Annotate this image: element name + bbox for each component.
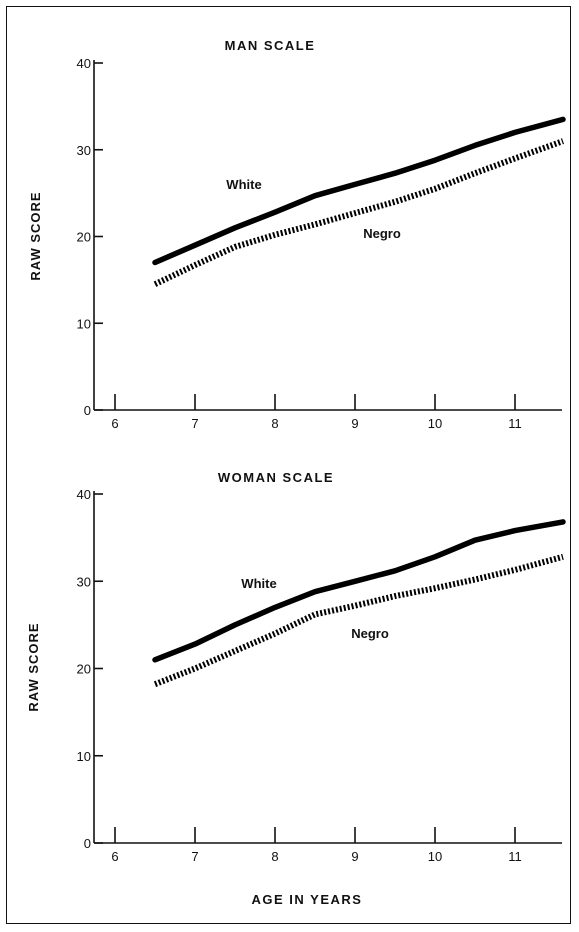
x-tick-label: 7 [191, 416, 198, 431]
y-axis-label: RAW SCORE [28, 191, 43, 280]
series-line-negro [153, 138, 565, 287]
series-label-negro: Negro [363, 226, 401, 241]
x-tick-label: 11 [508, 416, 522, 431]
x-tick-label: 10 [428, 849, 442, 864]
y-tick-label: 0 [84, 403, 91, 418]
series-line-white [152, 519, 566, 663]
chart-title: WOMAN SCALE [218, 470, 334, 485]
chart-title: MAN SCALE [225, 38, 316, 53]
y-tick-label: 10 [77, 316, 91, 331]
shared-x-axis-label: AGE IN YEARS [252, 892, 363, 907]
axis-ticks: 0 10 20 30 40 6 7 8 9 10 11 [77, 487, 522, 864]
y-axis-label: RAW SCORE [26, 622, 41, 711]
chart-man-scale: MAN SCALE RAW SCORE 0 10 20 30 40 6 7 8 9 10 11 Wh… [28, 38, 566, 431]
axis-ticks: 0 10 20 30 40 6 7 8 9 10 11 [77, 56, 522, 431]
x-tick-label: 9 [351, 849, 358, 864]
y-tick-label: 30 [77, 574, 91, 589]
x-tick-label: 6 [111, 849, 118, 864]
y-tick-label: 40 [77, 56, 91, 71]
x-tick-label: 9 [351, 416, 358, 431]
y-tick-label: 0 [84, 836, 91, 851]
series-label-white: White [226, 177, 261, 192]
figure-frame [6, 6, 571, 924]
series-lines [152, 519, 566, 687]
y-tick-label: 10 [77, 749, 91, 764]
x-tick-label: 6 [111, 416, 118, 431]
series-label-negro: Negro [351, 626, 389, 641]
series-line-white [152, 116, 566, 266]
y-tick-label: 40 [77, 487, 91, 502]
x-tick-label: 7 [191, 849, 198, 864]
x-tick-label: 10 [428, 416, 442, 431]
x-tick-label: 11 [508, 849, 522, 864]
series-line-negro [153, 553, 564, 687]
x-tick-label: 8 [271, 849, 278, 864]
x-tick-label: 8 [271, 416, 278, 431]
y-tick-label: 20 [77, 230, 91, 245]
y-tick-label: 30 [77, 143, 91, 158]
series-lines [152, 116, 566, 287]
y-tick-label: 20 [77, 662, 91, 677]
series-label-white: White [241, 576, 276, 591]
